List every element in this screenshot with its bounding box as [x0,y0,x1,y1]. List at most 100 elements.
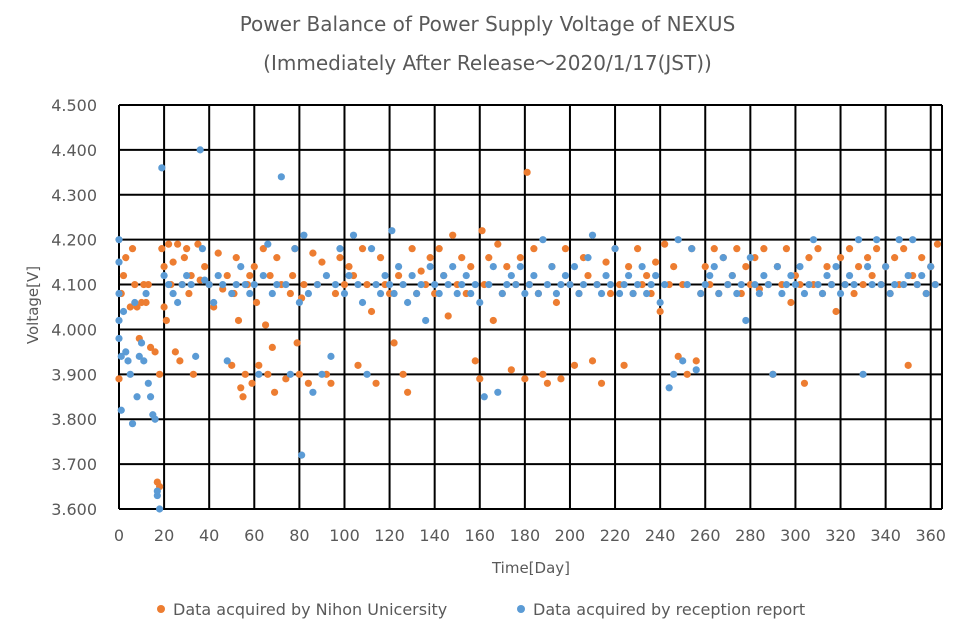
reception-data-point [413,289,421,298]
reception-data-point [873,236,881,244]
y-tick-label: 4.100 [51,276,97,295]
reception-data-point [318,370,326,378]
reception-data-point [638,263,646,271]
nihon-data-point [656,307,664,316]
reception-data-point [246,289,254,298]
reception-data-point [602,271,610,280]
reception-data-point [277,173,285,181]
reception-data-point [408,271,416,280]
reception-data-point [135,352,143,360]
reception-data-point [737,280,745,289]
reception-data-point [575,289,583,298]
reception-data-point [169,289,177,298]
reception-data-point [742,316,750,325]
reception-data-point [818,289,827,298]
reception-data-point [131,298,139,307]
x-tick-label: 20 [154,526,174,545]
reception-data-point [268,289,276,298]
reception-data-point [652,271,660,280]
nihon-data-point [270,388,279,396]
reception-data-point [507,271,515,280]
reception-data-point [354,280,362,289]
nihon-data-point [620,361,628,369]
nihon-data-point [760,245,768,253]
reception-data-point [126,370,134,378]
x-tick-label: 100 [329,526,360,545]
reception-data-point [214,271,222,280]
nihon-data-point [868,271,876,280]
nihon-data-point [643,271,651,280]
reception-data-point [440,271,448,280]
x-tick-label: 240 [645,526,676,545]
nihon-data-point [836,254,845,262]
x-tick-label: 220 [600,526,631,545]
reception-data-point [859,370,867,378]
reception-data-point [877,280,885,289]
nihon-data-point [584,271,592,280]
x-tick-label: 140 [419,526,450,545]
legend-label-reception: Data acquired by reception report [533,600,806,619]
nihon-data-point [158,245,166,253]
reception-data-point [489,263,497,271]
nihon-data-point [246,271,254,280]
nihon-data-point [873,245,881,253]
reception-data-point [539,236,547,244]
nihon-data-point [331,289,340,298]
x-tick-label: 360 [915,526,946,545]
x-tick-label: 200 [555,526,586,545]
reception-data-point [115,334,123,343]
reception-data-point [584,254,592,262]
nihon-data-point [805,254,813,262]
nihon-data-point [345,263,353,271]
reception-data-point [525,280,533,289]
nihon-data-point [169,258,177,266]
x-tick-label: 320 [825,526,856,545]
reception-data-point [349,231,358,239]
nihon-data-point [146,343,155,351]
reception-data-point [385,280,394,289]
reception-data-point [620,280,628,289]
nihon-data-point [300,280,308,289]
reception-data-point [882,263,890,271]
reception-data-point [868,280,876,289]
reception-data-point [394,263,403,271]
nihon-data-point [189,370,198,378]
nihon-data-point [597,379,606,387]
nihon-data-point [358,245,367,253]
reception-data-point [674,236,682,244]
nihon-data-point [185,289,193,298]
nihon-data-point [683,370,691,378]
reception-data-point [426,263,434,271]
nihon-data-point [417,267,425,275]
reception-data-point [683,280,691,289]
reception-data-point [710,263,718,271]
reception-data-point [719,254,727,262]
nihon-data-point [174,240,182,248]
reception-data-point [431,280,439,289]
reception-data-point [769,370,777,378]
reception-data-point [273,280,281,289]
reception-data-point [146,393,155,401]
nihon-data-point [376,254,385,262]
reception-data-point [800,289,809,298]
nihon-data-point [471,357,479,365]
reception-data-point [679,357,687,365]
nihon-data-point [408,245,416,253]
reception-data-point [895,236,903,244]
reception-data-point [340,289,349,298]
reception-data-point [764,280,772,289]
reception-data-point [286,370,294,378]
reception-data-point [295,298,303,307]
reception-data-point [900,280,908,289]
reception-data-point [624,271,633,280]
nihon-data-point [588,357,597,365]
nihon-data-point [530,245,538,253]
reception-data-point [223,357,231,365]
reception-data-point [298,451,306,459]
reception-data-point [198,245,207,253]
nihon-data-point [692,357,700,365]
reception-data-point [661,280,669,289]
nihon-data-point [476,375,484,383]
nihon-data-point [126,303,134,311]
y-tick-label: 3.600 [51,500,97,519]
